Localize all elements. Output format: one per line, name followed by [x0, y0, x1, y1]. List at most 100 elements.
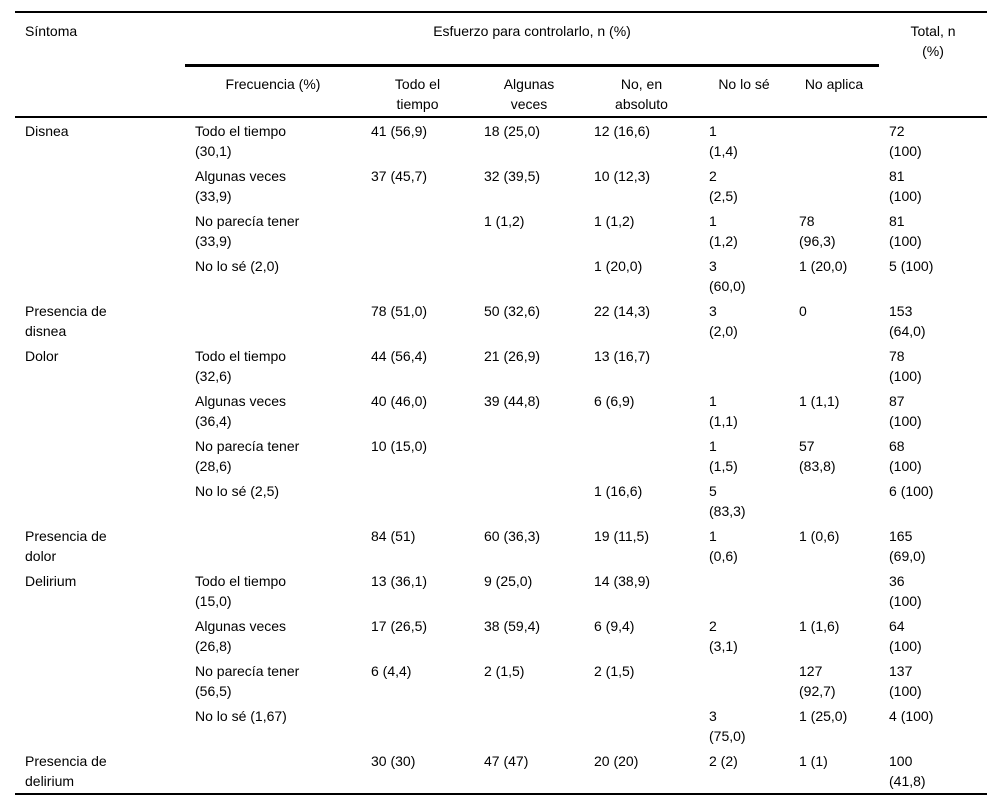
column-header-all-the-time: Todo el tiempo [361, 65, 474, 118]
value-cell: 57 (83,8) [799, 438, 836, 474]
symptom-cell [15, 433, 185, 478]
symptom-cell [15, 253, 185, 298]
table-row: Presencia de disnea 78 (51,0) 50 (32,6) 22 … [15, 298, 987, 343]
symptom-effort-table: Síntoma Esfuerzo para controlarlo, n (%)… [15, 11, 988, 795]
symptom-cell: Presencia de disnea [25, 303, 107, 339]
value-cell: 127 (92,7) [799, 663, 836, 699]
group-header-row: Síntoma Esfuerzo para controlarlo, n (%)… [15, 12, 988, 118]
value-cell [584, 703, 699, 748]
value-cell: 84 (51) [371, 528, 416, 544]
value-cell: 0 [799, 303, 807, 319]
value-cell: 4 (100) [889, 708, 934, 724]
symptom-cell: Presencia de delirium [25, 753, 107, 789]
value-cell: 1 (1,6) [799, 618, 840, 634]
table-row: Presencia de dolor 84 (51) 60 (36,3) 19 (11… [15, 523, 987, 568]
symptom-cell [15, 703, 185, 748]
symptom-cell: Presencia de dolor [25, 528, 107, 564]
table-row: Algunas veces (36,4) 40 (46,0) 39 (44,8) 6 … [15, 388, 987, 433]
value-cell: 1 (20,0) [594, 258, 643, 274]
value-cell [474, 433, 584, 478]
value-cell: No parecía tener (28,6) [195, 438, 300, 474]
value-cell: 2 (2,5) [709, 168, 738, 204]
value-cell: 78 (100) [889, 348, 922, 384]
value-cell: 3 (75,0) [709, 708, 746, 744]
column-group-header-effort: Esfuerzo para controlarlo, n (%) [185, 12, 880, 67]
value-cell: 44 (56,4) [371, 348, 428, 364]
value-cell: 1 (20,0) [799, 258, 848, 274]
table-row: No parecía tener (33,9) 1 (1,2) 1 (1,2) 1 (… [15, 208, 987, 253]
value-cell: 13 (36,1) [371, 573, 428, 589]
value-cell [789, 117, 879, 163]
value-cell [185, 748, 361, 794]
value-cell: 1 (1,1) [709, 393, 738, 429]
value-cell: 100 (41,8) [889, 753, 926, 789]
column-header-total: Total, n (%) [879, 12, 988, 118]
value-cell: 18 (25,0) [484, 123, 541, 139]
symptom-cell [15, 478, 185, 523]
value-cell: 22 (14,3) [594, 303, 651, 319]
value-cell: 165 (69,0) [889, 528, 926, 564]
table-row: No lo sé (2,0) 1 (20,0) 3 (60,0) 1 (20,0) 5 … [15, 253, 987, 298]
symptom-cell [15, 658, 185, 703]
value-cell: 72 (100) [889, 123, 922, 159]
table-row: No lo sé (1,67) 3 (75,0) 1 (25,0) 4 (100) [15, 703, 987, 748]
table-row: Presencia de delirium 30 (30) 47 (47) 20 (2… [15, 748, 987, 794]
symptom-cell [15, 613, 185, 658]
value-cell: 78 (96,3) [799, 213, 836, 249]
symptom-cell [15, 388, 185, 433]
value-cell: 78 (51,0) [371, 303, 428, 319]
table-row: No lo sé (2,5) 1 (16,6) 5 (83,3) 6 (100) [15, 478, 987, 523]
value-cell: 1 (1,2) [484, 213, 525, 229]
value-cell [361, 703, 474, 748]
value-cell: 6 (4,4) [371, 663, 412, 679]
value-cell [361, 253, 474, 298]
table-row: Algunas veces (33,9) 37 (45,7) 32 (39,5) 10… [15, 163, 987, 208]
value-cell: 13 (16,7) [594, 348, 651, 364]
value-cell: 1 (1,5) [709, 438, 738, 474]
value-cell: 87 (100) [889, 393, 922, 429]
value-cell [474, 478, 584, 523]
table-row: Dolor Todo el tiempo (32,6) 44 (56,4) 21 (2… [15, 343, 987, 388]
value-cell: 81 (100) [889, 168, 922, 204]
symptom-cell: Disnea [25, 123, 69, 139]
column-header-not-applicable: No aplica [789, 65, 880, 118]
value-cell: 50 (32,6) [484, 303, 541, 319]
value-cell: 1 (0,6) [799, 528, 840, 544]
table-container: Síntoma Esfuerzo para controlarlo, n (%)… [15, 11, 988, 795]
value-cell [185, 298, 361, 343]
value-cell [789, 568, 879, 613]
table-row: No parecía tener (28,6) 10 (15,0) 1 (1,5) 5… [15, 433, 987, 478]
value-cell: 1 (1,2) [709, 213, 738, 249]
value-cell: 1 (1,2) [594, 213, 635, 229]
value-cell [699, 568, 789, 613]
value-cell: Algunas veces (26,8) [195, 618, 287, 654]
value-cell: 19 (11,5) [594, 528, 649, 544]
value-cell: 32 (39,5) [484, 168, 541, 184]
value-cell: Algunas veces (36,4) [195, 393, 287, 429]
value-cell: Todo el tiempo (32,6) [195, 348, 287, 384]
sub-header-row: Frecuencia (%) Todo el tiempo Algunas ve… [15, 65, 987, 118]
value-cell [185, 523, 361, 568]
value-cell: Todo el tiempo (15,0) [195, 573, 287, 609]
value-cell: 1 (1,1) [799, 393, 840, 409]
table-body: Disnea Todo el tiempo (30,1) 41 (56,9) 18 (… [15, 117, 987, 794]
value-cell: 20 (20) [594, 753, 639, 769]
value-cell: 81 (100) [889, 213, 922, 249]
value-cell: 10 (15,0) [371, 438, 428, 454]
value-cell [699, 343, 789, 388]
value-cell: 5 (83,3) [709, 483, 746, 519]
column-header-sometimes: Algunas veces [474, 65, 584, 118]
value-cell [474, 253, 584, 298]
table-row: Algunas veces (26,8) 17 (26,5) 38 (59,4) 6 … [15, 613, 987, 658]
value-cell: 37 (45,7) [371, 168, 428, 184]
value-cell: No parecía tener (56,5) [195, 663, 300, 699]
value-cell: 30 (30) [371, 753, 416, 769]
value-cell: 40 (46,0) [371, 393, 428, 409]
symptom-cell: Dolor [25, 348, 59, 364]
value-cell: 38 (59,4) [484, 618, 541, 634]
value-cell: 2 (3,1) [709, 618, 738, 654]
symptom-cell [15, 163, 185, 208]
value-cell: No lo sé (2,5) [195, 483, 280, 499]
value-cell: 6 (100) [889, 483, 934, 499]
table-row: Delirium Todo el tiempo (15,0) 13 (36,1) 9 … [15, 568, 987, 613]
